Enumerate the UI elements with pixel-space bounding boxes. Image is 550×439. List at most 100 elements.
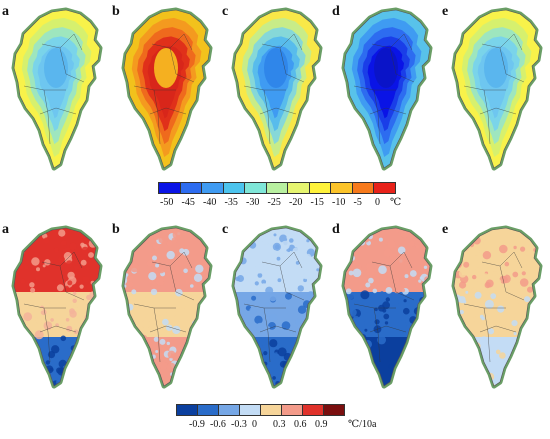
- ice-edge: [343, 9, 431, 169]
- ice-edge: [343, 227, 431, 387]
- legend-swatch: [287, 182, 310, 194]
- map-greenland: [231, 225, 323, 389]
- basin-boundary: [371, 33, 413, 51]
- basin-boundary: [371, 251, 413, 269]
- basin-boundary: [263, 307, 271, 363]
- panel-label: c: [222, 222, 229, 237]
- basin-boundary: [169, 47, 195, 83]
- legend-unit: ℃: [390, 197, 402, 208]
- legend-swatch: [323, 404, 345, 416]
- panel-row1-e: e: [440, 4, 550, 174]
- basin-boundary: [59, 265, 85, 301]
- basin-boundary: [41, 251, 83, 269]
- legend-tick-label: -15: [310, 197, 324, 208]
- legend-tick-label: -25: [267, 197, 281, 208]
- panel-label: b: [112, 222, 120, 237]
- basin-boundary: [169, 265, 195, 301]
- legend-swatch: [201, 182, 224, 194]
- basin-boundary: [389, 47, 415, 83]
- ice-edge: [13, 227, 101, 387]
- basin-boundary: [153, 307, 161, 363]
- basin-boundary: [43, 89, 51, 145]
- legend-swatch: [302, 404, 324, 416]
- ice-edge: [453, 9, 541, 169]
- legend-swatch: [373, 182, 396, 194]
- basin-boundary: [369, 107, 407, 115]
- basin-boundary: [151, 33, 193, 51]
- basin-boundary: [479, 325, 517, 333]
- basin-boundary: [369, 325, 407, 333]
- legend-tick-label: -50: [160, 197, 174, 208]
- basin-boundary: [259, 325, 297, 333]
- legend-swatch: [197, 404, 219, 416]
- basin-boundary: [43, 307, 51, 363]
- panel-label: b: [112, 4, 120, 19]
- panel-label: a: [2, 222, 9, 237]
- legend-tick-label: -5: [353, 197, 362, 208]
- basin-boundary: [483, 89, 491, 145]
- map-greenland: [451, 7, 543, 171]
- ice-edge: [123, 227, 211, 387]
- ice-edge: [13, 9, 101, 169]
- panel-row1-c: c: [220, 4, 330, 174]
- legend-tick-label: 0.3: [273, 419, 286, 430]
- legend-tick-label: 0: [252, 419, 257, 430]
- legend-tick-label: -0.9: [189, 419, 205, 430]
- panel-label: d: [332, 222, 340, 237]
- map-greenland: [341, 7, 433, 171]
- temperature-legend: -50 -45 -40 -35 -30 -25 -20 -15 -10 -5 0 ℃: [158, 182, 408, 214]
- panel-label: e: [442, 222, 449, 237]
- basin-boundary: [149, 325, 187, 333]
- legend-swatch: [158, 182, 181, 194]
- ice-edge: [123, 9, 211, 169]
- legend-unit: ℃/10a: [348, 419, 377, 430]
- basin-boundary: [279, 47, 305, 83]
- basin-boundary: [261, 33, 303, 51]
- ice-edge: [233, 9, 321, 169]
- map-greenland: [121, 225, 213, 389]
- legend-swatch: [222, 182, 245, 194]
- basin-boundary: [373, 307, 381, 363]
- panel-row1-b: b: [110, 4, 220, 174]
- panel-row2-a: a: [0, 222, 110, 392]
- basin-boundary: [263, 89, 271, 145]
- legend-swatch: [179, 182, 202, 194]
- map-greenland: [341, 225, 433, 389]
- basin-boundary: [59, 47, 85, 83]
- basin-boundary: [39, 325, 77, 333]
- basin-boundary: [481, 33, 523, 51]
- map-greenland: [231, 7, 323, 171]
- legend-tick-label: -0.6: [210, 419, 226, 430]
- basin-boundary: [151, 251, 193, 269]
- ice-edge: [453, 227, 541, 387]
- basin-boundary: [39, 107, 77, 115]
- legend-swatch: [244, 182, 267, 194]
- basin-boundary: [499, 47, 525, 83]
- basin-boundary: [259, 107, 297, 115]
- legend-swatch: [239, 404, 261, 416]
- panel-row2-e: e: [440, 222, 550, 392]
- basin-boundary: [389, 265, 415, 301]
- panel-row1-a: a: [0, 4, 110, 174]
- legend-swatch: [176, 404, 198, 416]
- legend-tick-label: -40: [203, 197, 217, 208]
- legend-swatch: [351, 182, 374, 194]
- panel-row2-d: d: [330, 222, 440, 392]
- panel-row2-b: b: [110, 222, 220, 392]
- legend-tick-label: -10: [332, 197, 346, 208]
- legend-tick-label: 0: [375, 197, 380, 208]
- trend-legend: -0.9 -0.6 -0.3 0 0.3 0.6 0.9 ℃/10a: [176, 404, 406, 436]
- basin-boundary: [481, 251, 523, 269]
- panel-label: e: [442, 4, 449, 19]
- legend-tick-label: 0.9: [315, 419, 328, 430]
- legend-tick-label: -45: [181, 197, 195, 208]
- map-greenland: [11, 7, 103, 171]
- legend-tick-label: -0.3: [231, 419, 247, 430]
- basin-boundary: [261, 251, 303, 269]
- panel-label: a: [2, 4, 9, 19]
- legend-swatch: [330, 182, 353, 194]
- legend-swatch: [265, 182, 288, 194]
- panel-row2-c: c: [220, 222, 330, 392]
- legend-swatch: [281, 404, 303, 416]
